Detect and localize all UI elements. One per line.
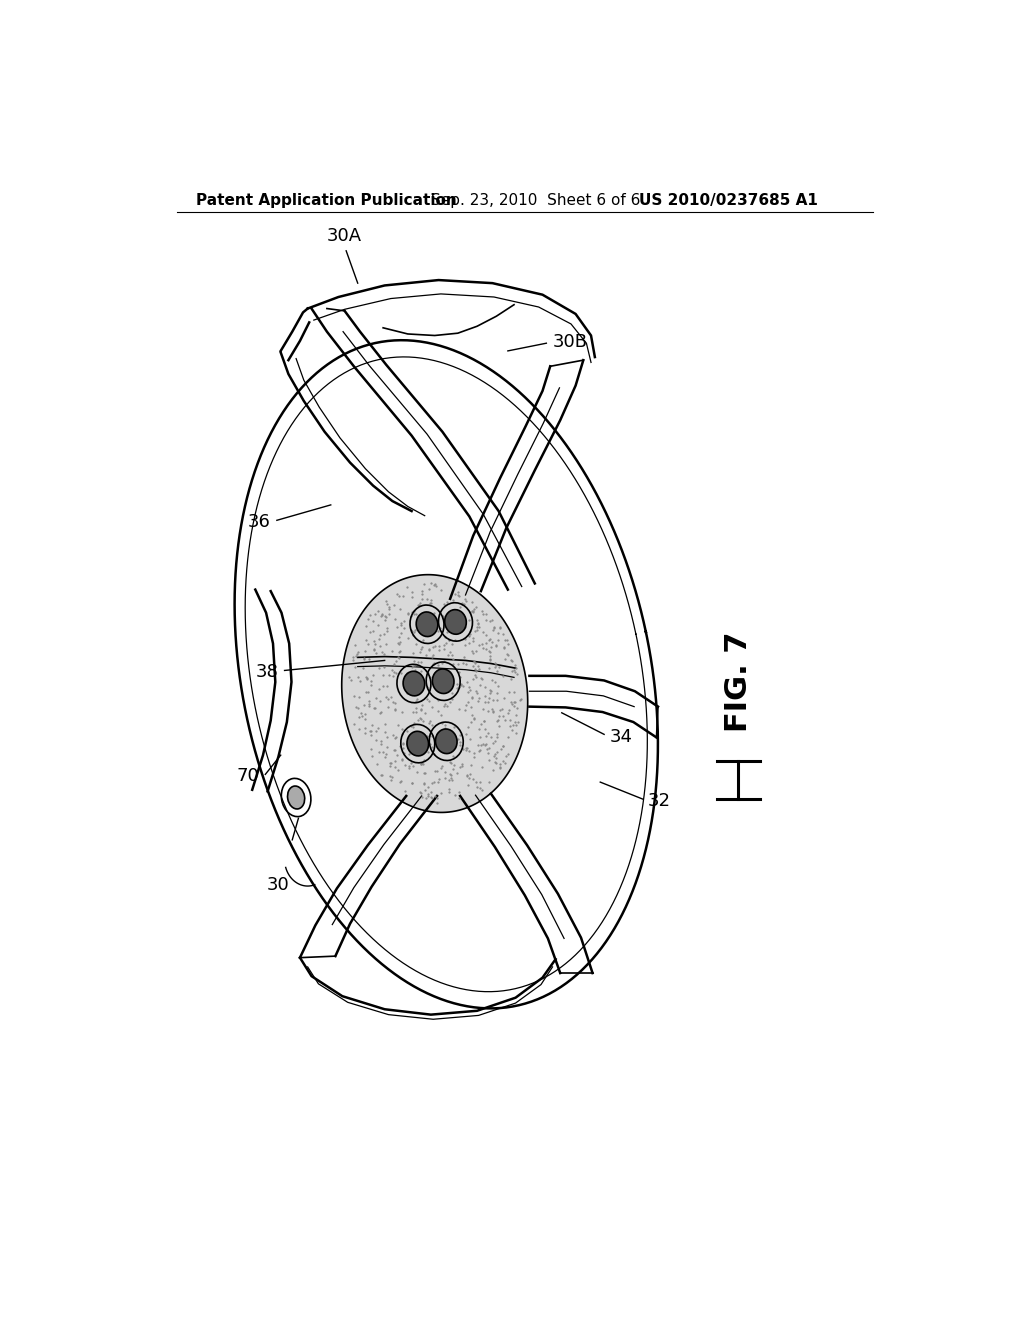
Text: 70: 70 xyxy=(237,767,259,785)
Ellipse shape xyxy=(444,610,466,634)
Text: 38: 38 xyxy=(256,663,279,681)
Text: FIG. 7: FIG. 7 xyxy=(724,631,754,733)
Text: 30: 30 xyxy=(267,876,290,894)
Text: 36: 36 xyxy=(248,513,270,531)
Text: 32: 32 xyxy=(648,792,671,810)
Ellipse shape xyxy=(407,731,429,756)
Ellipse shape xyxy=(288,785,305,809)
Text: Patent Application Publication: Patent Application Publication xyxy=(196,193,457,209)
Ellipse shape xyxy=(432,669,454,693)
Ellipse shape xyxy=(435,729,457,754)
Ellipse shape xyxy=(416,612,438,636)
Text: Sep. 23, 2010  Sheet 6 of 6: Sep. 23, 2010 Sheet 6 of 6 xyxy=(431,193,640,209)
Text: 30A: 30A xyxy=(327,227,362,244)
Ellipse shape xyxy=(403,672,425,696)
Text: US 2010/0237685 A1: US 2010/0237685 A1 xyxy=(639,193,817,209)
Polygon shape xyxy=(342,574,527,812)
Text: 34: 34 xyxy=(609,729,633,746)
Text: 30B: 30B xyxy=(553,333,588,351)
